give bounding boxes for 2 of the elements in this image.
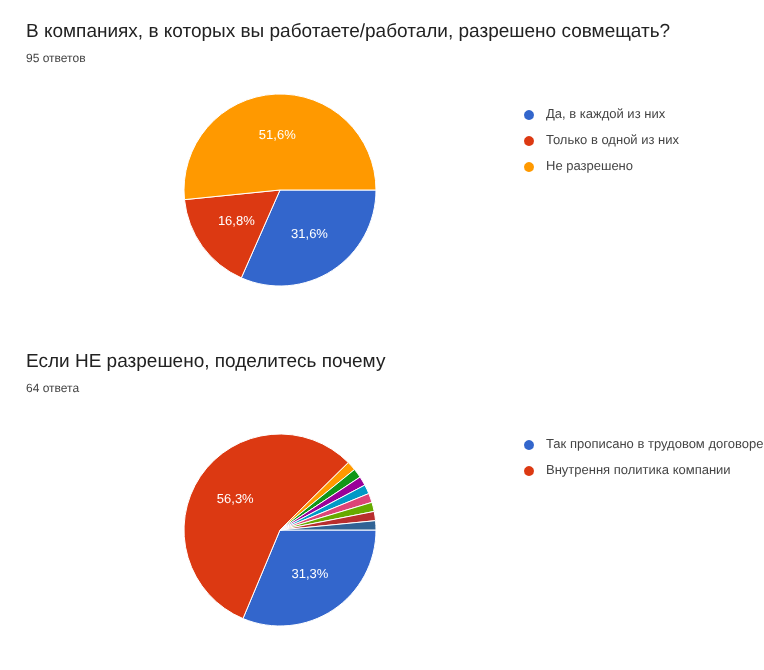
chart-title: В компаниях, в которых вы работаете/работали, разрешено совмещать? <box>26 21 671 43</box>
chart-title: Если НЕ разрешено, поделитесь почему <box>26 351 386 373</box>
